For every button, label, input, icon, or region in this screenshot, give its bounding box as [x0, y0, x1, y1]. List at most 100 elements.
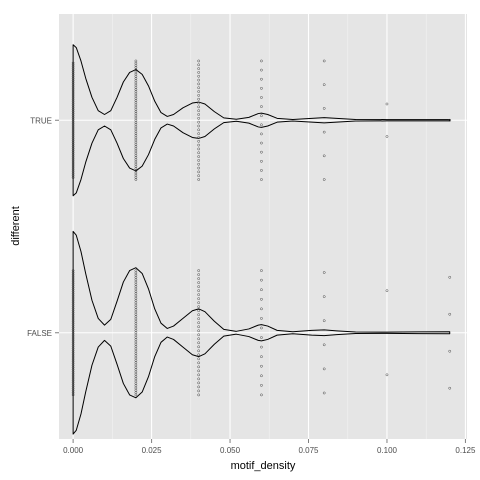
data-point	[197, 345, 201, 349]
y-axis-title: different	[10, 206, 22, 246]
data-point	[71, 67, 75, 71]
data-point	[197, 170, 201, 174]
data-point	[71, 112, 75, 115]
data-point	[197, 174, 201, 178]
data-point	[71, 94, 75, 98]
data-point	[71, 79, 75, 82]
x-tick-label: 0.075	[298, 446, 319, 455]
x-axis-title: motif_density	[231, 460, 296, 472]
data-point	[260, 96, 263, 99]
data-point	[197, 301, 201, 305]
data-point	[197, 178, 201, 181]
data-point	[197, 116, 201, 120]
data-point	[260, 336, 263, 339]
data-point	[197, 86, 201, 90]
data-point	[71, 160, 75, 164]
data-point	[260, 326, 263, 330]
data-point	[260, 141, 263, 145]
data-point	[260, 288, 263, 292]
data-point	[322, 178, 326, 181]
data-point	[197, 357, 201, 361]
data-point	[71, 152, 75, 156]
data-point	[71, 90, 75, 94]
data-point	[71, 77, 75, 80]
data-point	[197, 155, 201, 158]
x-tick-label: 0.025	[142, 446, 163, 455]
data-point	[71, 164, 75, 168]
data-point	[71, 168, 75, 172]
data-point	[197, 389, 201, 393]
data-point	[71, 114, 75, 117]
data-point	[71, 149, 75, 152]
data-point	[197, 385, 201, 389]
data-point	[197, 297, 201, 301]
data-point	[197, 159, 201, 162]
data-point	[260, 393, 263, 397]
data-point	[71, 98, 75, 102]
data-point	[197, 277, 201, 280]
data-point	[448, 118, 452, 122]
data-point	[385, 102, 389, 106]
violins	[72, 44, 451, 435]
data-point	[322, 130, 326, 134]
data-point	[260, 297, 263, 301]
data-point	[197, 67, 201, 70]
data-point	[448, 275, 452, 279]
data-point	[197, 78, 201, 82]
data-point	[71, 82, 75, 86]
data-point	[71, 125, 75, 129]
data-point	[71, 133, 75, 137]
data-point	[385, 289, 389, 293]
data-point	[260, 123, 263, 127]
data-point	[197, 361, 201, 365]
data-point	[71, 108, 75, 111]
data-point	[197, 321, 201, 325]
data-point	[71, 141, 75, 144]
data-point	[260, 345, 263, 349]
data-point	[197, 281, 201, 284]
data-point	[197, 317, 201, 321]
data-point	[197, 147, 201, 151]
data-point	[71, 172, 75, 176]
data-point	[197, 90, 201, 93]
data-point	[385, 135, 389, 138]
data-point	[260, 105, 263, 108]
data-point	[322, 107, 326, 110]
data-point	[322, 319, 326, 323]
data-point	[197, 377, 201, 381]
data-point	[197, 381, 201, 385]
data-point	[197, 82, 201, 86]
y-tick-label-true: TRUE	[30, 116, 52, 125]
data-point	[197, 162, 201, 166]
data-point	[448, 312, 452, 316]
data-point	[71, 393, 75, 397]
plot-panel	[59, 14, 467, 439]
data-point	[71, 106, 75, 109]
data-point	[71, 115, 75, 119]
data-point	[71, 75, 75, 78]
data-point	[197, 393, 201, 397]
data-point	[197, 63, 201, 67]
y-tick-label-false: FALSE	[27, 329, 52, 338]
data-point	[260, 269, 263, 272]
x-tick-label: 0.100	[377, 446, 398, 455]
data-point	[197, 105, 201, 109]
data-point	[197, 285, 201, 288]
violin-false	[72, 230, 451, 435]
data-point	[260, 355, 263, 359]
data-point	[260, 132, 263, 136]
data-point	[260, 59, 263, 63]
data-point	[322, 343, 326, 347]
data-point	[71, 156, 75, 160]
data-point	[197, 166, 201, 170]
data-point	[197, 139, 201, 143]
data-point	[71, 123, 75, 127]
data-point	[197, 128, 201, 132]
data-point	[197, 113, 201, 116]
data-point	[134, 178, 138, 181]
data-point	[260, 86, 263, 90]
x-axis: 0.000 0.025 0.050 0.075 0.100 0.125	[63, 439, 476, 455]
data-point	[71, 86, 75, 90]
data-point	[448, 386, 452, 390]
